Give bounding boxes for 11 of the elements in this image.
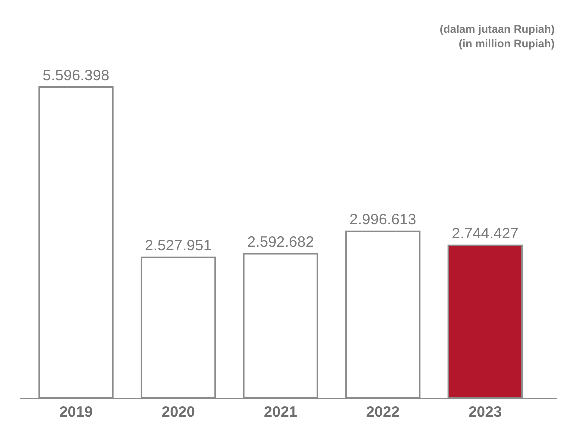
data-label: 2.592.682 bbox=[247, 234, 314, 252]
x-tick-label: 2023 bbox=[468, 404, 502, 421]
x-tick-label: 2022 bbox=[366, 404, 400, 421]
x-tick-label: 2020 bbox=[162, 404, 196, 421]
x-tick-label: 2021 bbox=[264, 404, 298, 421]
data-label: 5.596.398 bbox=[42, 67, 110, 84]
data-label: 2.744.427 bbox=[452, 226, 519, 243]
x-tick-label: 2019 bbox=[60, 404, 93, 421]
data-label: 2.527.951 bbox=[145, 238, 212, 255]
text: (dalam jutaan Rupiah) (in million Rupiah) bbox=[440, 24, 556, 50]
data-label: 2.996.613 bbox=[350, 212, 416, 229]
